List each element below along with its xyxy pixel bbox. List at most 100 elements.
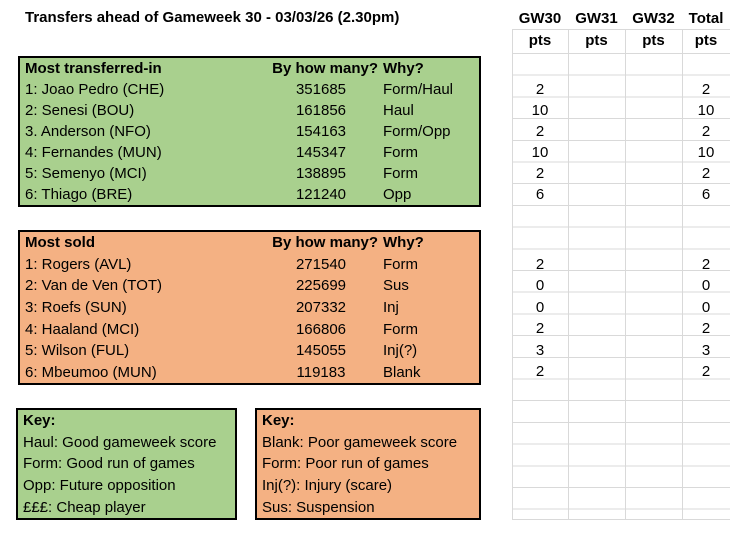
col-header-gw31: GW31	[575, 10, 618, 27]
player-name: 5: Semenyo (MCI)	[25, 165, 147, 182]
transferred-in-title: Most transferred-in	[25, 60, 162, 77]
player-name: 6: Mbeumoo (MUN)	[25, 363, 157, 381]
table-row: 6: Thiago (BRE) 121240 Opp	[20, 184, 479, 205]
transfer-reason: Form/Haul	[383, 81, 454, 98]
total-pts: 2	[701, 81, 711, 98]
transfer-count: 154163	[295, 123, 347, 140]
table-row: 6: Mbeumoo (MUN) 119183 Blank	[20, 361, 479, 383]
player-name: 5: Wilson (FUL)	[25, 342, 130, 360]
points-gridlines	[512, 53, 730, 520]
key-entry: Opp: Future opposition	[23, 477, 176, 495]
transfer-count: 225699	[295, 277, 347, 295]
table-row: 2: Senesi (BOU) 161856 Haul	[20, 100, 479, 121]
table-row: 3. Anderson (NFO) 154163 Form/Opp	[20, 121, 479, 142]
transfer-count: 161856	[295, 102, 347, 119]
why-header: Why?	[383, 60, 424, 77]
table-row: 3: Roefs (SUN) 207332 Inj	[20, 297, 479, 319]
total-pts: 6	[701, 186, 711, 203]
key-entry: Blank: Poor gameweek score	[262, 433, 458, 451]
table-row: 5: Semenyo (MCI) 138895 Form	[20, 163, 479, 184]
key-box-most-sold: Key: Blank: Poor gameweek score Form: Po…	[255, 408, 481, 520]
total-pts: 10	[697, 102, 715, 119]
transfer-reason: Blank	[383, 363, 421, 381]
player-name: 4: Fernandes (MUN)	[25, 144, 162, 161]
gridline-col-2	[568, 29, 569, 520]
key-entry: Form: Poor run of games	[262, 455, 429, 473]
key-entry: Inj(?): Injury (scare)	[262, 477, 393, 495]
by-how-many-header: By how many?	[272, 234, 378, 252]
transfer-reason: Haul	[383, 102, 414, 119]
transfer-count: 119183	[296, 363, 346, 381]
player-name: 6: Thiago (BRE)	[25, 186, 133, 203]
col-subheader-gw32-pts: pts	[642, 32, 665, 49]
transfer-count: 145347	[295, 144, 347, 161]
why-header: Why?	[383, 234, 424, 252]
page-title: Transfers ahead of Gameweek 30 - 03/03/2…	[25, 9, 400, 26]
key-entry: Sus: Suspension	[262, 498, 375, 516]
player-name: 2: Van de Ven (TOT)	[25, 277, 163, 295]
col-subheader-gw30-pts: pts	[528, 32, 552, 49]
transfer-count: 207332	[295, 299, 347, 317]
transferred-in-header-row: Most transferred-in By how many? Why?	[20, 58, 479, 79]
player-name: 2: Senesi (BOU)	[25, 102, 135, 119]
key-title: Key:	[23, 412, 56, 430]
key-entry: Haul: Good gameweek score	[23, 433, 217, 451]
by-how-many-header: By how many?	[272, 60, 378, 77]
gw30-pts: 0	[535, 299, 545, 316]
col-header-gw32: GW32	[632, 10, 675, 27]
total-pts: 0	[701, 277, 711, 294]
transfer-reason: Form	[383, 320, 418, 338]
gw30-pts: 2	[535, 320, 545, 337]
col-subheader-gw31-pts: pts	[585, 32, 608, 49]
total-pts: 2	[701, 165, 711, 182]
gridline-header	[512, 29, 730, 30]
gw30-pts: 2	[535, 165, 545, 182]
gw30-pts: 10	[531, 144, 549, 161]
gw30-pts: 2	[535, 81, 545, 98]
table-row: 1: Rogers (AVL) 271540 Form	[20, 254, 479, 276]
transferred-in-table: Most transferred-in By how many? Why? 1:…	[18, 56, 481, 207]
gw30-pts: 10	[531, 102, 549, 119]
total-pts: 2	[701, 363, 711, 380]
most-sold-title: Most sold	[25, 234, 95, 252]
table-row: 2: Van de Ven (TOT) 225699 Sus	[20, 275, 479, 297]
table-row: 1: Joao Pedro (CHE) 351685 Form/Haul	[20, 79, 479, 100]
gw30-pts: 2	[535, 363, 545, 380]
transfer-reason: Inj	[383, 299, 399, 317]
player-name: 1: Joao Pedro (CHE)	[25, 81, 165, 98]
transfer-reason: Form/Opp	[383, 123, 451, 140]
key-entry: Form: Good run of games	[23, 455, 195, 473]
most-sold-header-row: Most sold By how many? Why?	[20, 232, 479, 254]
gw30-pts: 2	[535, 123, 545, 140]
gridline-col-3	[625, 29, 626, 520]
transfer-count: 145055	[295, 342, 347, 360]
gw30-pts: 3	[535, 342, 545, 359]
player-name: 3. Anderson (NFO)	[25, 123, 151, 140]
total-pts: 10	[697, 144, 715, 161]
total-pts: 2	[701, 123, 711, 140]
gw30-pts: 6	[535, 186, 545, 203]
most-sold-table: Most sold By how many? Why? 1: Rogers (A…	[18, 230, 481, 385]
transfer-reason: Form	[383, 255, 418, 273]
table-row: 4: Fernandes (MUN) 145347 Form	[20, 142, 479, 163]
total-pts: 2	[701, 256, 711, 273]
player-name: 1: Rogers (AVL)	[25, 255, 132, 273]
gw30-pts: 0	[535, 277, 545, 294]
table-row: 5: Wilson (FUL) 145055 Inj(?)	[20, 340, 479, 362]
gridline-col-1	[512, 29, 513, 520]
transfer-reason: Inj(?)	[383, 342, 418, 360]
key-entry: £££: Cheap player	[23, 498, 146, 516]
col-header-gw30: GW30	[518, 10, 562, 27]
transfer-reason: Opp	[383, 186, 412, 203]
transfer-count: 166806	[295, 320, 347, 338]
col-header-total: Total	[688, 10, 724, 27]
transfer-count: 271540	[295, 255, 347, 273]
total-pts: 2	[701, 320, 711, 337]
total-pts: 3	[701, 342, 711, 359]
transfer-reason: Sus	[383, 277, 409, 295]
key-box-transferred-in: Key: Haul: Good gameweek score Form: Goo…	[16, 408, 237, 520]
transfer-count: 351685	[295, 81, 347, 98]
transfer-reason: Form	[383, 165, 418, 182]
player-name: 4: Haaland (MCI)	[25, 320, 140, 338]
